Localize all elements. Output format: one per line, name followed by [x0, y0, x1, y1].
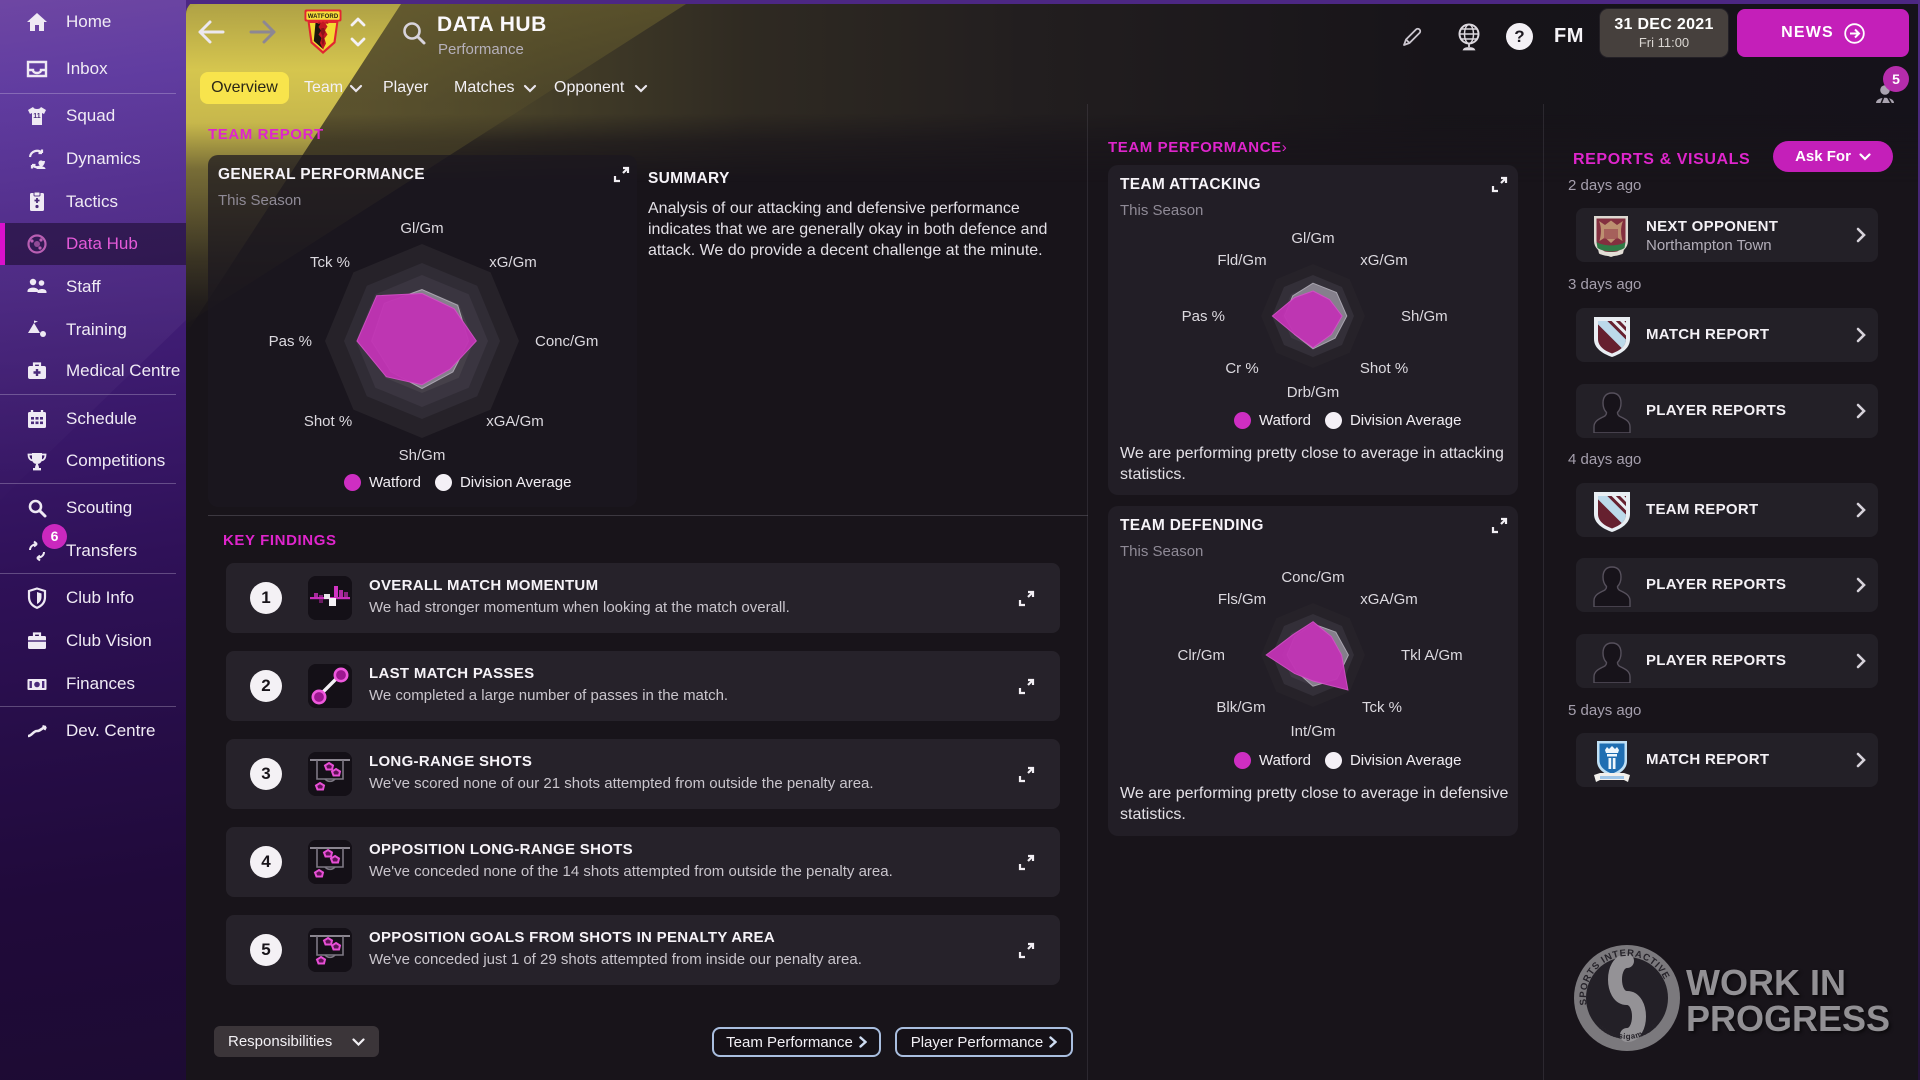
svg-text:Shot %: Shot % [304, 413, 352, 430]
svg-text:Fls/Gm: Fls/Gm [1218, 591, 1266, 608]
svg-text:Tck %: Tck % [310, 254, 350, 271]
svg-text:Tck %: Tck % [1362, 699, 1402, 716]
svg-text:Pas %: Pas % [269, 333, 312, 350]
svg-text:Drb/Gm: Drb/Gm [1287, 384, 1340, 401]
svg-text:Conc/Gm: Conc/Gm [1281, 569, 1344, 586]
svg-text:WATFORD: WATFORD [308, 14, 339, 20]
svg-text:Gl/Gm: Gl/Gm [400, 220, 443, 237]
svg-text:Clr/Gm: Clr/Gm [1178, 647, 1226, 664]
svg-text:Conc/Gm: Conc/Gm [535, 333, 598, 350]
svg-text:Gl/Gm: Gl/Gm [1291, 230, 1334, 247]
svg-text:Sh/Gm: Sh/Gm [1401, 308, 1448, 325]
svg-text:xGA/Gm: xGA/Gm [486, 413, 544, 430]
svg-text:Fld/Gm: Fld/Gm [1217, 252, 1266, 269]
svg-text:Int/Gm: Int/Gm [1290, 723, 1335, 740]
svg-text:Cr %: Cr % [1225, 360, 1258, 377]
svg-text:Blk/Gm: Blk/Gm [1216, 699, 1265, 716]
svg-text:xG/Gm: xG/Gm [1360, 252, 1408, 269]
svg-text:Pas %: Pas % [1182, 308, 1225, 325]
svg-text:Tkl A/Gm: Tkl A/Gm [1401, 647, 1463, 664]
svg-text:xG/Gm: xG/Gm [489, 254, 537, 271]
svg-text:Sh/Gm: Sh/Gm [399, 447, 446, 464]
svg-text:Shot %: Shot % [1360, 360, 1408, 377]
svg-text:xGA/Gm: xGA/Gm [1360, 591, 1418, 608]
svg-text:11: 11 [33, 113, 41, 120]
